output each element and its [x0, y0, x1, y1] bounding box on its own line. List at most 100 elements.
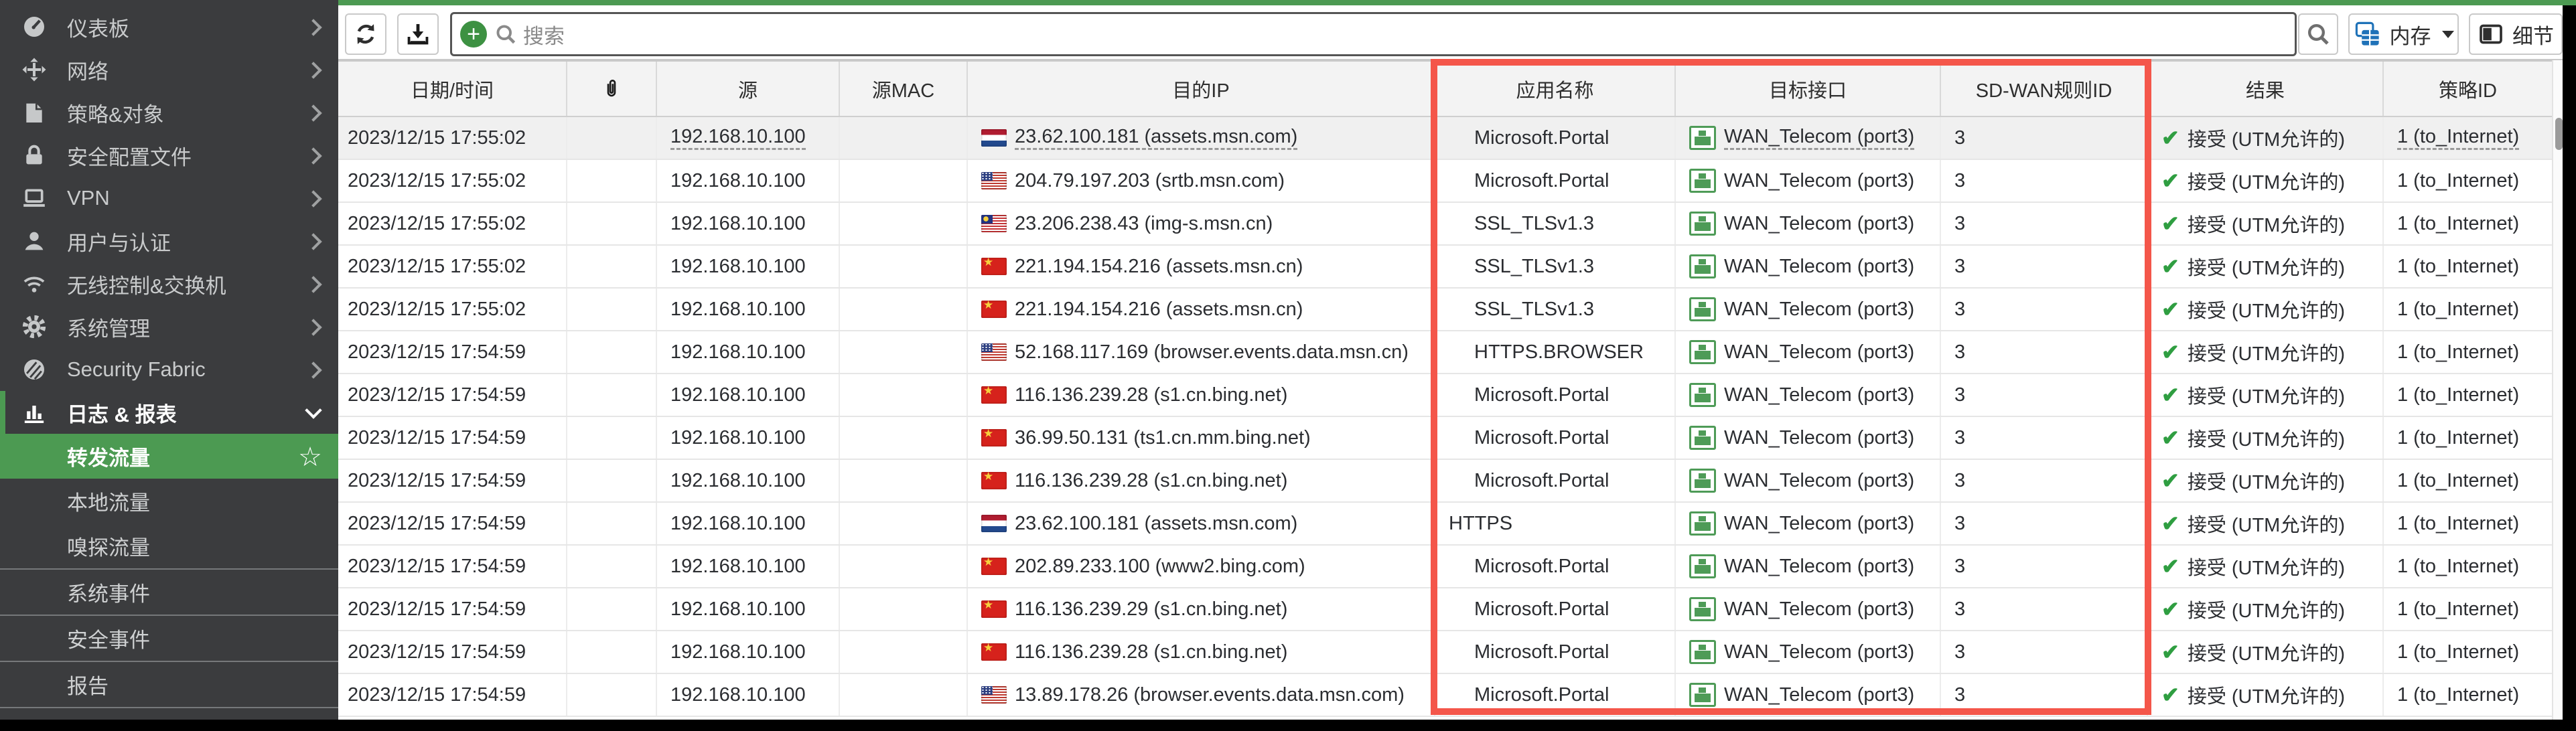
- table-row[interactable]: 2023/12/15 17:54:59 192.168.10.100 36.99…: [338, 417, 2552, 460]
- search-input[interactable]: + 搜索: [450, 12, 2297, 56]
- cell-dest-ip[interactable]: 116.136.239.28 (s1.cn.bing.net): [968, 460, 1435, 501]
- sidebar-item-policy-objects[interactable]: 策略&对象: [0, 91, 338, 134]
- cell-source[interactable]: 192.168.10.100: [657, 331, 840, 373]
- cell-policy-id[interactable]: 1 (to_Internet): [2397, 212, 2520, 234]
- cell-app-name[interactable]: Microsoft.Portal: [1435, 417, 1676, 459]
- cell-dest-ip[interactable]: 221.194.154.216 (assets.msn.cn): [968, 289, 1435, 330]
- col-header-sdwan-rule-id[interactable]: SD-WAN规则ID: [1941, 62, 2148, 116]
- cell-dest-ip[interactable]: 36.99.50.131 (ts1.cn.mm.bing.net): [968, 417, 1435, 459]
- cell-app-name[interactable]: Microsoft.Portal: [1435, 588, 1676, 630]
- cell-source[interactable]: 192.168.10.100: [657, 246, 840, 287]
- cell-dest-ip[interactable]: 13.89.178.26 (browser.events.data.msn.co…: [968, 674, 1435, 716]
- table-row[interactable]: 2023/12/15 17:55:02 192.168.10.100 23.20…: [338, 203, 2552, 246]
- cell-source[interactable]: 192.168.10.100: [657, 117, 840, 159]
- cell-dest-ip[interactable]: 23.62.100.181 (assets.msn.com): [968, 117, 1435, 159]
- table-row[interactable]: 2023/12/15 17:55:02 192.168.10.100 204.7…: [338, 160, 2552, 203]
- cell-policy-id[interactable]: 1 (to_Internet): [2384, 117, 2552, 159]
- cell-dest-interface[interactable]: WAN_Telecom (port3): [1676, 246, 1941, 287]
- cell-dest-interface[interactable]: WAN_Telecom (port3): [1676, 374, 1941, 416]
- cell-app-name[interactable]: SSL_TLSv1.3: [1435, 289, 1676, 330]
- col-header-dest-ip[interactable]: 目的IP: [968, 62, 1435, 116]
- col-header-app-name[interactable]: 应用名称: [1435, 62, 1676, 116]
- cell-source[interactable]: 192.168.10.100: [657, 460, 840, 501]
- cell-dest-interface[interactable]: WAN_Telecom (port3): [1676, 117, 1941, 159]
- cell-app-name[interactable]: SSL_TLSv1.3: [1435, 203, 1676, 244]
- cell-source[interactable]: 192.168.10.100: [657, 674, 840, 716]
- cell-source[interactable]: 192.168.10.100: [657, 546, 840, 587]
- add-filter-icon[interactable]: +: [460, 21, 487, 48]
- sidebar-subitem-forward-traffic[interactable]: 转发流量 ☆: [0, 434, 338, 479]
- scrollbar-thumb[interactable]: [2555, 118, 2563, 150]
- table-row[interactable]: 2023/12/15 17:54:59 192.168.10.100 116.1…: [338, 631, 2552, 674]
- cell-dest-interface[interactable]: WAN_Telecom (port3): [1676, 203, 1941, 244]
- cell-app-name[interactable]: SSL_TLSv1.3: [1435, 246, 1676, 287]
- star-icon[interactable]: ☆: [298, 442, 322, 472]
- cell-policy-id[interactable]: 1 (to_Internet): [2397, 255, 2520, 277]
- cell-policy-id[interactable]: 1 (to_Internet): [2397, 598, 2520, 620]
- col-header-policy-id[interactable]: 策略ID: [2438, 80, 2497, 102]
- cell-policy-id[interactable]: 1 (to_Internet): [2397, 641, 2520, 663]
- sidebar-item-vpn[interactable]: VPN: [0, 177, 338, 220]
- cell-dest-interface[interactable]: WAN_Telecom (port3): [1676, 160, 1941, 201]
- table-row[interactable]: 2023/12/15 17:54:59 192.168.10.100 116.1…: [338, 460, 2552, 503]
- sidebar-item-wifi-switch[interactable]: 无线控制&交换机: [0, 262, 338, 305]
- refresh-button[interactable]: [345, 13, 386, 55]
- col-header-attachment[interactable]: [567, 62, 657, 116]
- cell-source[interactable]: 192.168.10.100: [657, 631, 840, 673]
- cell-app-name[interactable]: Microsoft.Portal: [1435, 546, 1676, 587]
- col-header-datetime[interactable]: 日期/时间: [338, 62, 567, 116]
- cell-app-name[interactable]: Microsoft.Portal: [1435, 631, 1676, 673]
- sidebar-item-security-fabric[interactable]: Security Fabric: [0, 348, 338, 391]
- cell-policy-id[interactable]: 1 (to_Internet): [2397, 169, 2520, 191]
- cell-source[interactable]: 192.168.10.100: [657, 160, 840, 201]
- cell-dest-ip[interactable]: 23.206.238.43 (img-s.msn.cn): [968, 203, 1435, 244]
- sidebar-item-dashboard[interactable]: 仪表板: [0, 5, 338, 48]
- cell-dest-interface[interactable]: WAN_Telecom (port3): [1676, 631, 1941, 673]
- sidebar-item-security-profiles[interactable]: 安全配置文件: [0, 134, 338, 177]
- cell-dest-ip[interactable]: 204.79.197.203 (srtb.msn.com): [968, 160, 1435, 201]
- sidebar-subitem-system-events[interactable]: 系统事件: [0, 570, 338, 615]
- cell-dest-interface[interactable]: WAN_Telecom (port3): [1676, 289, 1941, 330]
- table-row[interactable]: 2023/12/15 17:54:59 192.168.10.100 23.62…: [338, 503, 2552, 546]
- cell-source[interactable]: 192.168.10.100: [657, 289, 840, 330]
- cell-source[interactable]: 192.168.10.100: [657, 203, 840, 244]
- cell-dest-interface[interactable]: WAN_Telecom (port3): [1676, 588, 1941, 630]
- cell-source[interactable]: 192.168.10.100: [657, 417, 840, 459]
- cell-policy-id[interactable]: 1 (to_Internet): [2397, 683, 2520, 706]
- table-row[interactable]: 2023/12/15 17:55:02 192.168.10.100 221.1…: [338, 246, 2552, 289]
- cell-dest-ip[interactable]: 116.136.239.28 (s1.cn.bing.net): [968, 374, 1435, 416]
- cell-policy-id[interactable]: 1 (to_Internet): [2397, 384, 2520, 406]
- cell-dest-ip[interactable]: 202.89.233.100 (www2.bing.com): [968, 546, 1435, 587]
- sidebar-subitem-security-events[interactable]: 安全事件: [0, 616, 338, 661]
- table-row[interactable]: 2023/12/15 17:54:59 192.168.10.100 116.1…: [338, 588, 2552, 631]
- table-row[interactable]: 2023/12/15 17:54:59 192.168.10.100 202.8…: [338, 546, 2552, 588]
- cell-dest-interface[interactable]: WAN_Telecom (port3): [1676, 674, 1941, 716]
- table-row[interactable]: 2023/12/15 17:54:59 192.168.10.100 13.89…: [338, 674, 2552, 717]
- sidebar-subitem-local-traffic[interactable]: 本地流量: [0, 479, 338, 523]
- vertical-scrollbar[interactable]: [2552, 60, 2563, 720]
- cell-dest-ip[interactable]: 23.62.100.181 (assets.msn.com): [968, 503, 1435, 544]
- col-header-source[interactable]: 源: [657, 62, 840, 116]
- cell-app-name[interactable]: Microsoft.Portal: [1435, 460, 1676, 501]
- col-header-source-mac[interactable]: 源MAC: [840, 62, 968, 116]
- col-header-dest-interface[interactable]: 目标接口: [1676, 62, 1941, 116]
- table-row[interactable]: 2023/12/15 17:55:02 192.168.10.100 23.62…: [338, 117, 2552, 160]
- sidebar-item-user-auth[interactable]: 用户与认证: [0, 220, 338, 262]
- search-submit-button[interactable]: [2298, 13, 2338, 55]
- sidebar-subitem-sniffer-traffic[interactable]: 嗅探流量: [0, 523, 338, 568]
- cell-policy-id[interactable]: 1 (to_Internet): [2397, 469, 2520, 491]
- cell-dest-interface[interactable]: WAN_Telecom (port3): [1676, 546, 1941, 587]
- cell-app-name[interactable]: Microsoft.Portal: [1435, 374, 1676, 416]
- sidebar-item-log-report[interactable]: 日志 & 报表: [0, 391, 338, 434]
- cell-policy-id[interactable]: 1 (to_Internet): [2397, 555, 2520, 577]
- cell-source[interactable]: 192.168.10.100: [657, 374, 840, 416]
- cell-policy-id[interactable]: 1 (to_Internet): [2397, 341, 2520, 363]
- cell-policy-id[interactable]: 1 (to_Internet): [2397, 298, 2520, 320]
- cell-app-name[interactable]: HTTPS.BROWSER: [1435, 331, 1676, 373]
- cell-dest-interface[interactable]: WAN_Telecom (port3): [1676, 503, 1941, 544]
- cell-dest-interface[interactable]: WAN_Telecom (port3): [1676, 417, 1941, 459]
- details-toggle-button[interactable]: 细节: [2469, 13, 2563, 55]
- col-header-result[interactable]: 结果: [2148, 62, 2384, 116]
- cell-source[interactable]: 192.168.10.100: [657, 588, 840, 630]
- table-row[interactable]: 2023/12/15 17:54:59 192.168.10.100 52.16…: [338, 331, 2552, 374]
